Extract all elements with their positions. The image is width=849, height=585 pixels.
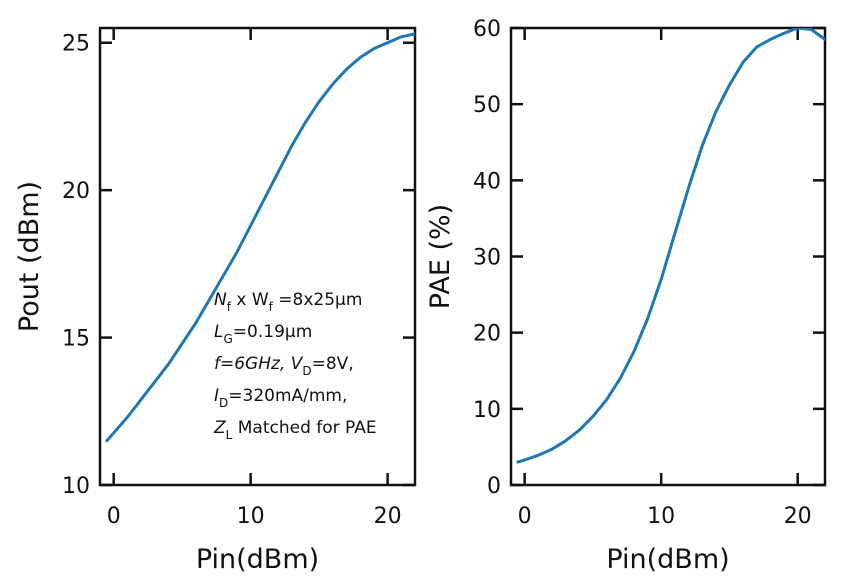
chart2-ytick-label: 0 xyxy=(487,474,501,499)
annotation-segment: =8x25μm xyxy=(273,290,363,310)
chart2-xtick-label: 20 xyxy=(784,504,812,529)
annotation-segment: x W xyxy=(231,290,269,310)
chart1-ytick-label: 20 xyxy=(62,179,90,204)
chart1-annotation-line: ZL Matched for PAE xyxy=(213,418,377,442)
annotation-segment: D xyxy=(302,364,311,378)
chart1-ytick-label: 25 xyxy=(62,32,90,57)
chart1-annotation-line: Nf x Wf =8x25μm xyxy=(214,290,362,314)
annotation-segment: N xyxy=(214,290,227,310)
chart1-annotation-line: LG=0.19μm xyxy=(214,322,312,346)
annotation-segment: Matched for PAE xyxy=(232,418,376,438)
chart2-xlabel: Pin(dBm) xyxy=(606,544,729,575)
annotation-segment: f xyxy=(269,300,274,314)
annotation-segment: f=6GHz, V xyxy=(214,354,304,374)
chart1-xtick-label: 10 xyxy=(237,504,265,529)
chart2-ytick-label: 10 xyxy=(473,398,501,423)
annotation-segment: Z xyxy=(213,418,226,438)
chart2-xtick-label: 0 xyxy=(518,504,532,529)
chart1-frame xyxy=(98,26,417,487)
chart2-xtick-label: 10 xyxy=(647,504,675,529)
annotation-segment: G xyxy=(223,332,232,346)
chart1-ylabel: Pout (dBm) xyxy=(14,181,45,332)
annotation-segment: =8V, xyxy=(312,354,354,374)
annotation-segment: I xyxy=(214,386,219,406)
annotation-segment: D xyxy=(219,396,228,410)
annotation-segment: L xyxy=(226,428,233,442)
annotation-segment: f xyxy=(227,300,232,314)
chart2-ytick-label: 50 xyxy=(473,93,501,118)
chart2-ytick-label: 30 xyxy=(473,246,501,271)
chart1-ytick-label: 10 xyxy=(62,474,90,499)
chart1-group: 0 10 20 10 15 20 25 Pin(dBm) Pout (dBm) Nf x Wf =… xyxy=(14,26,417,575)
chart1-annotation-line: ID=320mA/mm, xyxy=(214,386,347,410)
chart1-annotation-line: f=6GHz, VD=8V, xyxy=(214,354,354,378)
chart2-group: 0 10 20 0 10 20 30 40 50 60 Pin(dBm) PAE (%) xyxy=(425,17,827,575)
annotation-segment: =320mA/mm, xyxy=(228,386,347,406)
annotation-segment: =0.19μm xyxy=(233,322,312,342)
chart1-xlabel: Pin(dBm) xyxy=(196,544,319,575)
chart2-series-line xyxy=(516,28,825,464)
chart2-ytick-label: 60 xyxy=(473,17,501,42)
chart1-xtick-label: 0 xyxy=(107,504,121,529)
chart2-ytick-label: 40 xyxy=(473,169,501,194)
chart1-xtick-label: 20 xyxy=(374,504,402,529)
annotation-segment: L xyxy=(214,322,223,342)
chart2-ylabel: PAE (%) xyxy=(425,204,456,309)
chart1-ytick-label: 15 xyxy=(62,327,90,352)
chart1-series-line xyxy=(105,32,415,443)
chart2-ytick-label: 20 xyxy=(473,322,501,347)
